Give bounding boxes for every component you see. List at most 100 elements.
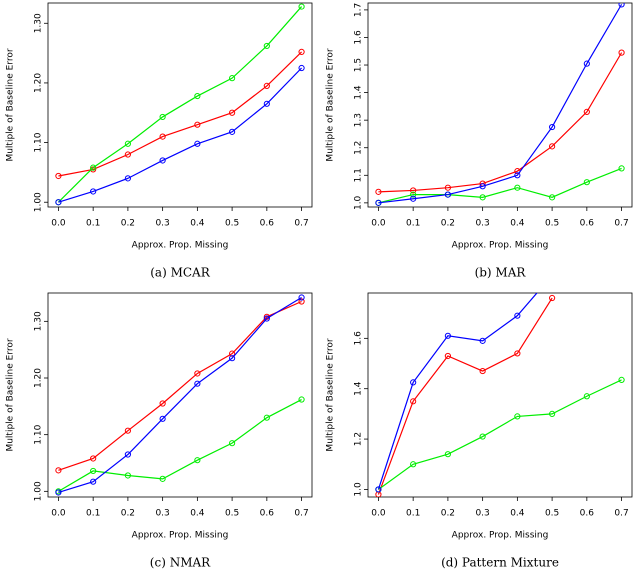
point	[375, 486, 382, 493]
x-tick-label: 0.6	[580, 509, 595, 519]
series-line	[377, 297, 553, 495]
caption: (c) NMAR	[150, 556, 211, 570]
point	[55, 467, 62, 474]
point	[159, 475, 166, 482]
point	[229, 440, 236, 447]
point	[444, 352, 451, 360]
series-line	[378, 379, 622, 490]
point	[479, 367, 486, 375]
point	[263, 100, 270, 107]
point	[514, 172, 521, 179]
x-tick-label: 0.1	[406, 219, 420, 229]
point	[618, 49, 625, 56]
point	[159, 113, 166, 121]
y-tick-label: 1.10	[34, 424, 44, 444]
point	[549, 294, 556, 302]
x-tick-label: 0.2	[121, 509, 135, 519]
point	[298, 64, 305, 72]
y-tick-label: 1.20	[34, 368, 44, 388]
x-tick-label: 0.6	[260, 219, 275, 229]
y-tick-label: 1.3	[354, 113, 364, 127]
plot-frame	[47, 292, 313, 498]
point	[90, 467, 97, 475]
caption: (b) MAR	[475, 266, 527, 280]
point	[90, 478, 97, 485]
point	[583, 179, 590, 186]
y-axis-label: Multiple of Baseline Error	[326, 48, 336, 161]
x-tick-label: 0.4	[190, 509, 205, 519]
point	[124, 175, 131, 182]
plot	[375, 273, 625, 497]
y-axis-label: Multiple of Baseline Error	[6, 338, 16, 451]
point	[298, 3, 305, 10]
x-tick-label: 0.4	[510, 509, 525, 519]
point	[514, 350, 521, 357]
x-tick-label: 0.6	[260, 509, 275, 519]
point	[583, 60, 590, 67]
x-axis-label: Approx. Prop. Missing	[132, 241, 229, 251]
point	[124, 140, 131, 147]
y-tick-label: 1.6	[354, 331, 364, 346]
x-tick-label: 0.3	[155, 219, 169, 229]
point	[514, 413, 521, 420]
point	[194, 140, 201, 147]
x-axis-label: Approx. Prop. Missing	[452, 531, 549, 541]
x-tick-label: 0.4	[510, 219, 525, 229]
x-tick-label: 0.7	[294, 509, 308, 519]
y-tick-label: 1.00	[34, 481, 44, 501]
plot	[375, 3, 625, 206]
x-tick-label: 0.3	[475, 219, 489, 229]
point	[90, 188, 97, 195]
point	[194, 380, 201, 387]
x-tick-label: 0.5	[545, 509, 559, 519]
point	[618, 165, 625, 172]
y-tick-label: 1.30	[34, 311, 44, 331]
point	[410, 195, 417, 202]
point	[124, 472, 131, 479]
plot	[55, 294, 305, 496]
point	[444, 184, 451, 191]
panel: 1.0 1.2 1.4 1.6 0.0 0.1 0.2 0.3 0.4 0.5 0.6 0.7 Appr…	[326, 273, 633, 570]
point	[124, 451, 131, 458]
plot-frame	[47, 2, 313, 208]
point	[263, 82, 270, 90]
y-axis-label: Multiple of Baseline Error	[6, 48, 16, 161]
plot-frame	[367, 292, 633, 498]
series-line	[58, 67, 303, 203]
y-axis-label: Multiple of Baseline Error	[326, 338, 336, 451]
x-tick-label: 0.7	[294, 219, 308, 229]
point	[444, 451, 451, 458]
y-tick-label: 1.4	[354, 381, 364, 396]
point	[159, 400, 166, 407]
point	[618, 376, 625, 383]
x-tick-label: 0.0	[51, 509, 66, 519]
point	[194, 370, 201, 377]
point	[479, 183, 486, 190]
point	[479, 194, 486, 201]
point	[375, 199, 382, 206]
x-tick-label: 0.5	[225, 509, 239, 519]
point	[159, 133, 166, 140]
series-line	[58, 399, 302, 492]
y-tick-label: 1.2	[354, 432, 364, 446]
point	[263, 414, 270, 421]
series-line	[378, 167, 622, 204]
point	[549, 194, 556, 201]
x-tick-label: 0.7	[614, 509, 628, 519]
y-tick-label: 1.00	[34, 192, 44, 212]
series-line	[377, 293, 538, 490]
point	[550, 273, 555, 278]
point	[90, 455, 97, 462]
caption: (d) Pattern Mixture	[441, 556, 559, 570]
plot	[55, 3, 305, 206]
series-line	[378, 4, 623, 204]
x-tick-label: 0.6	[580, 219, 595, 229]
series-line	[58, 300, 302, 471]
panel: 1.00 1.10 1.20 1.30 0.0 0.1 0.2 0.3 0.4 0.5 0.6 0.7…	[6, 2, 313, 280]
point	[124, 427, 131, 434]
point	[194, 457, 201, 464]
point	[55, 489, 62, 496]
series-line	[58, 297, 302, 494]
point	[549, 123, 556, 131]
